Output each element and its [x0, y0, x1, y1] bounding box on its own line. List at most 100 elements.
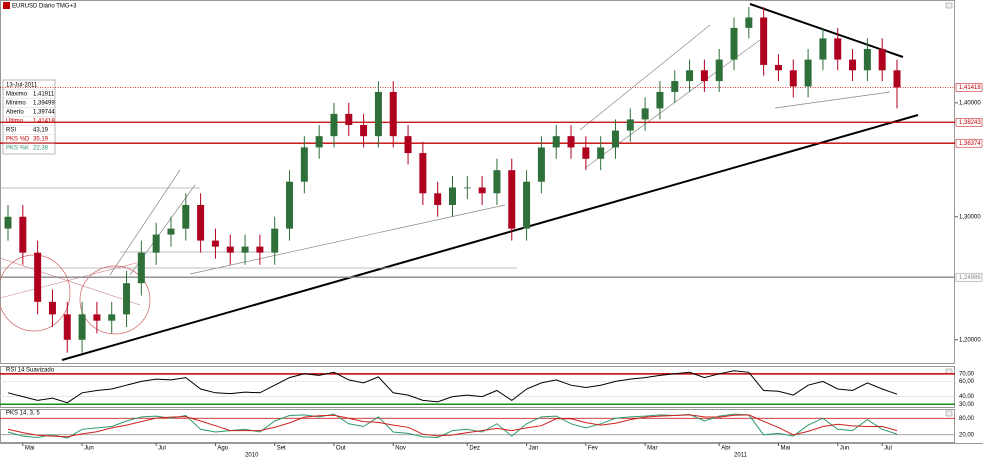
resistance-trendline	[749, 3, 904, 58]
fan-line	[0, 257, 141, 306]
level-label-box	[955, 138, 983, 148]
x-tick-label: Nov	[395, 446, 406, 452]
candle-body	[449, 187, 456, 205]
candle-body	[730, 27, 738, 60]
candle-body	[389, 91, 397, 137]
candle-body	[419, 153, 427, 194]
candle-body	[315, 136, 323, 148]
candle-body	[700, 70, 708, 82]
info-label: Máximo	[6, 92, 28, 98]
info-label: RSI	[6, 128, 16, 134]
main-frame	[0, 0, 955, 364]
info-value: 22,39	[33, 146, 49, 152]
candle-body	[774, 64, 782, 71]
trend-line	[774, 91, 891, 109]
candle-body	[760, 17, 768, 65]
level-label: 1,38243	[959, 120, 981, 126]
candle-body	[493, 170, 501, 194]
candle-body	[804, 59, 812, 87]
candle-body	[656, 91, 664, 109]
candle-body	[34, 252, 42, 302]
y-tick-label: 20,00	[959, 432, 975, 438]
candle-body	[611, 130, 619, 148]
x-tick-label: Jan	[529, 446, 539, 452]
channel-line	[109, 169, 181, 276]
candle-body	[478, 187, 486, 194]
candle-body	[523, 181, 531, 229]
pks-frame	[0, 409, 955, 443]
candle-body	[715, 59, 723, 82]
candle-body	[641, 108, 649, 120]
info-label: Último	[6, 118, 24, 125]
rsi-title: RSI 14 Suavizado	[6, 368, 55, 374]
y-tick-label: 1,30000	[959, 214, 981, 220]
candle-body	[878, 48, 886, 71]
candle-body	[537, 147, 545, 182]
candle-body	[241, 246, 249, 253]
candle-body	[463, 187, 471, 189]
candle-body	[63, 314, 71, 340]
candle-body	[108, 314, 116, 321]
candle-body	[271, 228, 279, 253]
indicator-line	[7, 370, 898, 404]
x-tick-label: Out	[336, 446, 346, 452]
candle-body	[48, 301, 56, 315]
candle-body	[404, 136, 412, 154]
chart-title: EURUSD Diário TMG+3	[12, 4, 77, 10]
candle-body	[167, 228, 175, 235]
candle-body	[182, 204, 190, 229]
level-label: 1,24986	[959, 275, 981, 281]
level-label-box	[955, 272, 983, 282]
y-tick-label: 1,20000	[959, 337, 981, 343]
candle-body	[671, 81, 679, 92]
support-trendline	[61, 114, 919, 361]
x-tick-label: Jun	[84, 446, 94, 452]
window-button[interactable]	[945, 410, 953, 417]
info-label: Aberto	[6, 110, 24, 116]
candle-body	[300, 147, 308, 182]
candle-body	[582, 147, 590, 159]
x-tick-label: Mai	[25, 446, 35, 452]
level-label-box	[955, 118, 983, 127]
candle-body	[789, 70, 797, 87]
y-tick-label: 60,00	[959, 379, 975, 385]
circle-annotation	[79, 265, 151, 335]
candle-body	[626, 119, 634, 131]
candle-body	[686, 70, 694, 82]
level-label-box	[955, 83, 983, 92]
window-buttons[interactable]	[945, 2, 953, 417]
candle-body	[567, 136, 575, 148]
info-value: 35,19	[33, 137, 49, 143]
candle-body	[893, 70, 901, 88]
info-value: 1,39499	[33, 101, 55, 107]
candle-body	[345, 113, 353, 125]
candle-body	[508, 170, 516, 229]
level-label: 1,41418	[959, 85, 981, 91]
rsi-frame	[0, 366, 955, 408]
window-button[interactable]	[945, 2, 953, 9]
x-tick-label: Mai	[780, 446, 790, 452]
info-label: PKS %K	[6, 146, 29, 152]
info-label: PKS %D	[6, 137, 30, 143]
candle-body	[360, 124, 368, 137]
candle-body	[834, 38, 842, 60]
y-tick-label: 80,00	[959, 416, 975, 422]
info-value: 43,19	[33, 128, 49, 134]
candle-body	[93, 314, 101, 321]
info-value: 1,41911	[33, 92, 55, 98]
x-tick-label: Fev	[588, 446, 598, 452]
info-label: 13-Jul-2011	[6, 83, 38, 89]
x-tick-label: Set	[277, 446, 286, 452]
candle-body	[197, 204, 205, 241]
candle-body	[137, 252, 145, 284]
candle-body	[211, 240, 219, 247]
x-tick-label: Dez	[469, 446, 480, 452]
candle-body	[19, 216, 27, 253]
x-tick-label: Jul	[884, 446, 892, 452]
candle-body	[256, 246, 264, 253]
candle-body	[374, 91, 382, 137]
candle-body	[819, 38, 827, 60]
candle-body	[745, 17, 753, 28]
level-label: 1,36374	[959, 141, 981, 147]
